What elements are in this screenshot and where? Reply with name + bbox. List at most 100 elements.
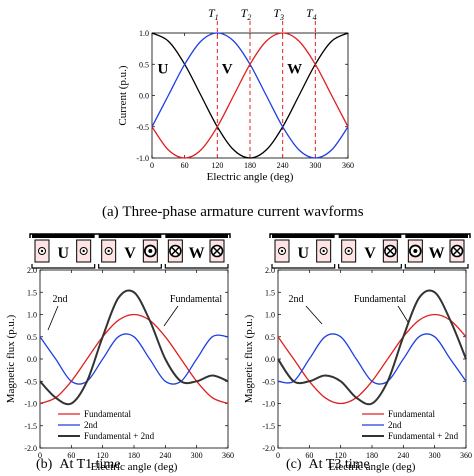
marker-subscript: 2 — [247, 13, 251, 22]
legend-label: Fundamental — [84, 409, 131, 419]
x-axis-label-c: Electric angle (deg) — [329, 461, 416, 473]
phase-label-v: V — [222, 62, 233, 78]
y-tick-label-b: 2.0 — [27, 266, 37, 275]
x-tick-label-c: 120 — [335, 451, 347, 460]
dot-center — [347, 249, 350, 253]
cross-stroke — [452, 246, 462, 256]
x-tick-label-c: 180 — [366, 451, 378, 460]
slot-foot — [164, 264, 229, 269]
y-tick-label-c: 1.5 — [265, 288, 275, 297]
dot-center — [82, 249, 85, 253]
y-tick-label-b: 0.5 — [27, 333, 37, 342]
series-line-fundamental — [277, 313, 467, 405]
x-tick-label-a: 120 — [211, 161, 223, 170]
coil-letter-v: V — [124, 245, 136, 262]
coil-letter-v: V — [364, 245, 376, 262]
coil-letter-u: U — [58, 245, 70, 262]
caption-a: (a) Three-phase armature current wavform… — [102, 204, 364, 220]
callout-fundamental-b: Fundamental — [170, 294, 222, 305]
x-axis-label-b: Electric angle (deg) — [91, 461, 178, 473]
slot-foot — [98, 264, 162, 269]
y-tick-label-a: 0.5 — [139, 60, 149, 69]
coil-letter-u: U — [298, 245, 310, 262]
callout-leader — [397, 305, 409, 323]
cross-stroke — [212, 246, 222, 256]
y-tick-label-b: -1.0 — [24, 400, 37, 409]
legend-label: Fundamental + 2nd — [388, 431, 459, 441]
legend-label: Fundamental + 2nd — [84, 431, 155, 441]
y-tick-label-b: -0.5 — [24, 377, 37, 386]
slot-foot — [31, 264, 96, 269]
tooth — [98, 234, 162, 238]
x-tick-label-b: 180 — [128, 451, 140, 460]
dot-center — [148, 249, 153, 253]
x-axis-label-a: Electric angle (deg) — [207, 171, 294, 183]
tooth — [338, 234, 402, 238]
slot-foot — [271, 264, 336, 269]
x-tick-label-a: 60 — [181, 161, 189, 170]
x-tick-label-a: 360 — [342, 161, 354, 170]
caption-c-text: At T3 time — [308, 457, 370, 472]
y-axis-label-a: Current (p.u.) — [117, 65, 129, 126]
coil-letter-w: W — [429, 245, 445, 262]
series-line-fundamental-2nd — [39, 289, 229, 406]
x-tick-label-b: 120 — [97, 451, 109, 460]
dot-center — [280, 249, 284, 253]
caption-c: (c) At T3 time — [286, 457, 370, 472]
x-tick-label-b: 240 — [159, 451, 171, 460]
series-line-2nd — [277, 333, 467, 385]
y-tick-label-b: 1.0 — [27, 311, 37, 320]
phase-label-w: W — [287, 62, 302, 78]
caption-b: (b) At T1 time — [36, 457, 121, 472]
legend-label: Fundamental — [388, 409, 435, 419]
tooth — [165, 234, 228, 238]
cross-stroke — [386, 246, 395, 256]
x-tick-label-c: 60 — [305, 451, 313, 460]
series-line-w — [151, 32, 349, 159]
x-tick-label-b: 0 — [38, 451, 42, 460]
legend-label: 2nd — [388, 420, 402, 430]
x-tick-label-a: 240 — [277, 161, 289, 170]
callout-2nd-c: 2nd — [289, 294, 304, 305]
dot-center — [40, 249, 44, 253]
y-tick-label-c: 2.0 — [265, 266, 275, 275]
dot-center — [107, 249, 110, 253]
callout-2nd-b: 2nd — [53, 294, 68, 305]
y-tick-label-c: -1.0 — [262, 400, 275, 409]
x-tick-label-c: 240 — [397, 451, 409, 460]
slot-foot — [404, 264, 469, 269]
callout-fundamental-c: Fundamental — [354, 294, 406, 305]
y-tick-label-c: 0.0 — [265, 355, 275, 364]
callout-leader — [163, 305, 179, 327]
marker-label-t3: T3 — [273, 6, 284, 22]
y-tick-label-a: 0.0 — [139, 92, 149, 101]
y-axis-label-c: Magnetic flux (p.u.) — [243, 314, 255, 403]
callout-leader — [47, 305, 59, 331]
y-tick-label-a: 1.0 — [139, 29, 149, 38]
x-tick-label-b: 60 — [67, 451, 75, 460]
y-tick-label-a: -0.5 — [136, 123, 149, 132]
x-tick-label-b: 360 — [222, 451, 234, 460]
dot-center — [413, 249, 418, 253]
marker-subscript: 1 — [215, 13, 219, 22]
coil-letter-w: W — [189, 245, 205, 262]
y-tick-label-c: 1.0 — [265, 311, 275, 320]
x-tick-label-c: 0 — [276, 451, 280, 460]
y-tick-label-c: -0.5 — [262, 377, 275, 386]
x-tick-label-c: 360 — [460, 451, 472, 460]
y-tick-label-c: -1.5 — [262, 422, 275, 431]
y-tick-label-b: -1.5 — [24, 422, 37, 431]
x-tick-label-c: 300 — [429, 451, 441, 460]
y-tick-label-a: -1.0 — [136, 154, 149, 163]
slot-foot — [338, 264, 402, 269]
marker-label-t1: T1 — [208, 6, 219, 22]
y-tick-label-b: 1.5 — [27, 288, 37, 297]
dot-center — [322, 249, 325, 253]
x-tick-label-a: 0 — [150, 161, 154, 170]
marker-label-t2: T2 — [241, 6, 252, 22]
marker-subscript: 4 — [313, 13, 317, 22]
marker-subscript: 3 — [279, 13, 284, 22]
tooth — [32, 234, 95, 238]
y-tick-label-c: 0.5 — [265, 333, 275, 342]
